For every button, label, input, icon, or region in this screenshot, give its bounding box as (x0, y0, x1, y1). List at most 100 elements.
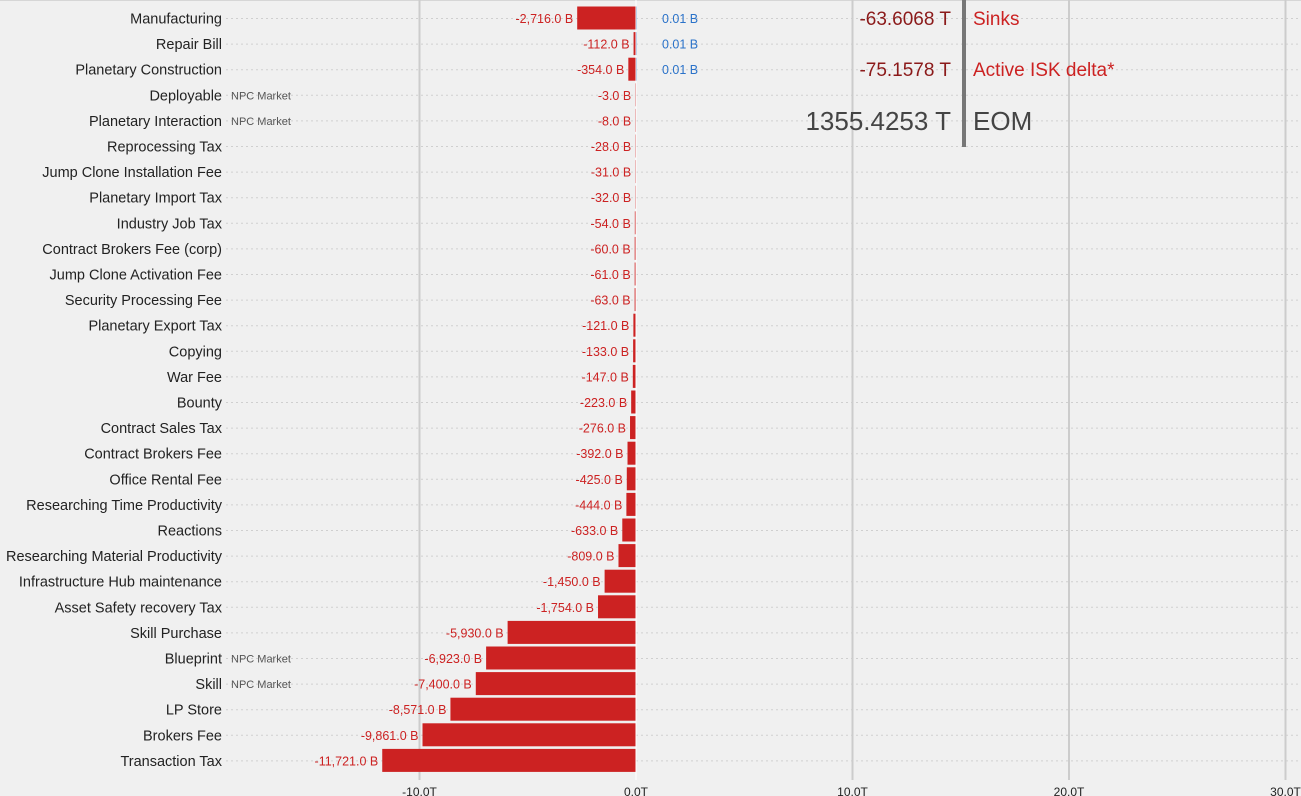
x-tick-label: 20.0T (1054, 785, 1085, 796)
category-tag: NPC Market (231, 90, 291, 102)
positive-value-label: 0.01 B (662, 12, 698, 26)
bar-value-label: -425.0 B (576, 473, 623, 487)
bar-value-label: -121.0 B (582, 319, 629, 333)
category-label: Industry Job Tax (117, 216, 223, 232)
bar-value-label: -8,571.0 B (389, 703, 447, 717)
category-label: Brokers Fee (143, 728, 222, 744)
category-label: Contract Sales Tax (101, 421, 223, 437)
bar-value-label: -63.0 B (590, 294, 630, 308)
summary-divider (962, 0, 966, 147)
x-tick-label: 10.0T (837, 785, 868, 796)
bar (630, 416, 636, 440)
category-label: Deployable (149, 88, 222, 104)
category-label: Security Processing Fee (65, 293, 222, 309)
category-label: Transaction Tax (120, 754, 222, 770)
category-label: Contract Brokers Fee (84, 447, 222, 463)
category-label: Planetary Construction (75, 63, 222, 79)
bar (622, 518, 636, 542)
bar (486, 646, 636, 670)
bar (633, 339, 636, 363)
x-axis-tick-labels: -10.0T 0.0T 10.0T 20.0T 30.0T (402, 785, 1301, 796)
category-tag: NPC Market (231, 679, 291, 691)
category-label: Planetary Import Tax (89, 191, 222, 207)
bar-value-label: -28.0 B (591, 140, 631, 154)
x-tick-label: 30.0T (1270, 785, 1301, 796)
bar-value-label: -2,716.0 B (516, 12, 574, 26)
bar (632, 364, 636, 388)
row-guides (226, 18, 1301, 762)
summary-value: 1355.4253 T (805, 106, 951, 136)
category-label: War Fee (167, 370, 222, 386)
bar (475, 672, 636, 696)
grid-lines (418, 0, 1287, 780)
category-tag: NPC Market (231, 654, 291, 666)
bar-value-label: -223.0 B (580, 396, 627, 410)
bar-value-label: -276.0 B (579, 422, 626, 436)
bar-value-label: -7,400.0 B (414, 678, 472, 692)
category-label: Planetary Export Tax (88, 319, 222, 335)
bar-value-label: -11,721.0 B (315, 754, 379, 768)
bar-value-label: -61.0 B (590, 268, 630, 282)
category-label: Bounty (177, 396, 223, 412)
bar (626, 492, 636, 516)
bar (507, 620, 636, 644)
category-label: Jump Clone Activation Fee (50, 268, 222, 284)
bar-value-label: -60.0 B (590, 242, 630, 256)
bar-value-label: -8.0 B (598, 114, 631, 128)
bar (577, 6, 636, 30)
positive-value-label: 0.01 B (662, 38, 698, 52)
category-label: Skill (195, 677, 222, 693)
bar (634, 211, 636, 235)
bar (422, 723, 636, 747)
x-tick-label: 0.0T (624, 785, 649, 796)
bar (382, 748, 636, 772)
bar (628, 57, 636, 81)
bar-value-label: -32.0 B (591, 191, 631, 205)
bar-value-label: -9,861.0 B (361, 729, 419, 743)
category-label: Repair Bill (156, 37, 222, 53)
summary-label: Sinks (973, 9, 1019, 30)
category-label: Asset Safety recovery Tax (55, 600, 223, 616)
category-label: Office Rental Fee (109, 472, 222, 488)
bar-value-label: -1,754.0 B (536, 601, 594, 615)
category-label: Copying (169, 344, 222, 360)
bar-value-label: -147.0 B (582, 370, 629, 384)
bar-value-label: -54.0 B (591, 217, 631, 231)
bar (598, 595, 636, 619)
category-label: Researching Material Productivity (6, 549, 223, 565)
category-label: LP Store (166, 703, 222, 719)
bar (633, 313, 636, 337)
bar-value-label: -354.0 B (577, 63, 624, 77)
value-labels: -2,716.0 B 0.01 B -112.0 B 0.01 B -354.0 B 0.… (315, 12, 699, 768)
category-label: Jump Clone Installation Fee (42, 165, 222, 181)
positive-value-label: 0.01 B (662, 63, 698, 77)
bar (450, 697, 636, 721)
bar (618, 544, 636, 568)
category-label: Manufacturing (130, 12, 222, 28)
category-label: Infrastructure Hub maintenance (19, 575, 222, 591)
bar (604, 569, 636, 593)
bar (634, 288, 636, 312)
bar-value-label: -112.0 B (583, 38, 629, 52)
summary-label: Active ISK delta* (973, 60, 1115, 81)
category-tag: NPC Market (231, 116, 291, 128)
summary-label: EOM (973, 106, 1032, 136)
bar-value-label: -809.0 B (567, 550, 614, 564)
category-label: Contract Brokers Fee (corp) (42, 242, 222, 258)
bar-value-label: -3.0 B (598, 89, 631, 103)
bar (633, 32, 636, 56)
category-label: Researching Time Productivity (26, 498, 223, 514)
bar (634, 262, 636, 286)
category-label: Reactions (158, 524, 222, 540)
bar-value-label: -5,930.0 B (446, 626, 504, 640)
summary-value: -75.1578 T (859, 60, 951, 81)
bar-value-label: -133.0 B (582, 345, 629, 359)
bar-value-label: -444.0 B (575, 498, 622, 512)
category-label: Reprocessing Tax (107, 140, 223, 156)
summary-value: -63.6068 T (859, 9, 951, 30)
bar-value-label: -633.0 B (571, 524, 618, 538)
x-tick-label: -10.0T (402, 785, 437, 796)
bar (626, 467, 636, 491)
